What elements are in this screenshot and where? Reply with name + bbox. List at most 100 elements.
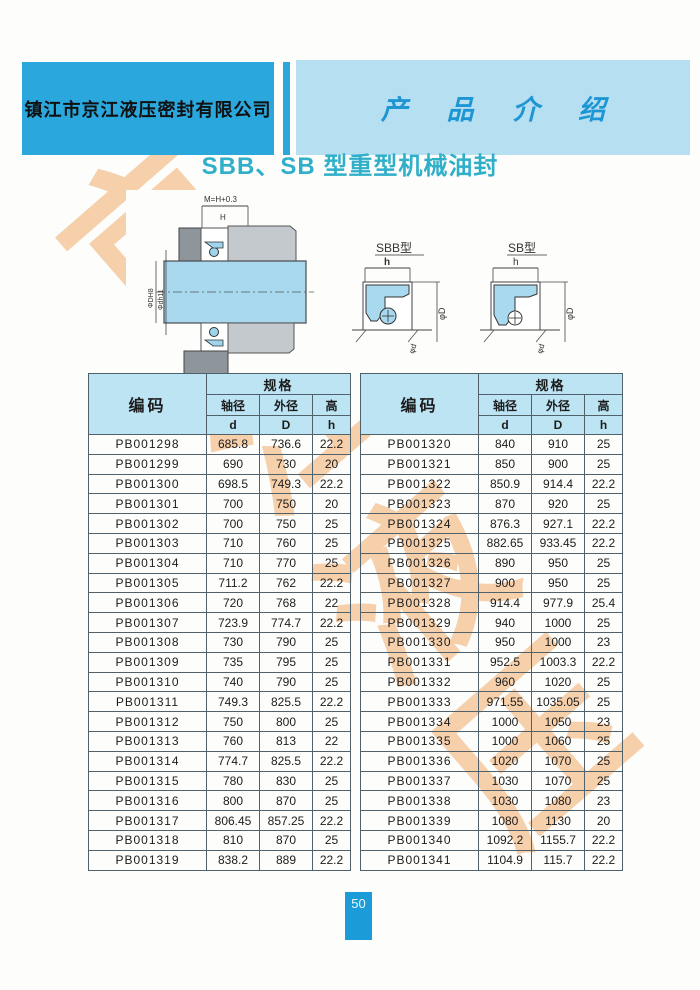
- table-row: PB001337 1030 1070 25: [360, 770, 624, 792]
- table-row: PB001319 838.2 889 22.2: [88, 849, 352, 871]
- cell-D: 950: [531, 572, 585, 594]
- table-row: PB001341 1104.9 115.7 22.2: [360, 849, 624, 871]
- sbb-label: SBB型: [376, 241, 412, 255]
- table-row: PB001332 960 1020 25: [360, 671, 624, 693]
- cell-code: PB001303: [88, 532, 207, 554]
- cell-code: PB001309: [88, 651, 207, 673]
- sb-seal-diagram: SB型 h φD φd: [480, 241, 575, 355]
- cell-code: PB001326: [360, 552, 479, 574]
- cell-D: 870: [259, 829, 313, 851]
- cell-d: 870: [478, 493, 532, 515]
- cell-d: 806.45: [206, 810, 260, 831]
- cell-D: 774.7: [259, 612, 313, 633]
- cell-h: 25: [583, 730, 624, 752]
- table-row: PB001323 870 920 25: [360, 493, 624, 515]
- table-row: PB001316 800 870 25: [88, 790, 352, 812]
- cell-h: 22.2: [311, 572, 352, 594]
- cell-d: 838.2: [206, 849, 260, 871]
- cell-D: 889: [259, 849, 313, 871]
- cell-D: 870: [259, 790, 313, 812]
- cell-d: 700: [206, 513, 260, 534]
- cell-D: 927.1: [531, 513, 585, 534]
- cell-d: 1000: [478, 711, 532, 732]
- table-row: PB001326 890 950 25: [360, 552, 624, 574]
- cell-code: PB001323: [360, 493, 479, 515]
- cell-D: 1000: [531, 631, 585, 653]
- table-row: PB001301 700 750 20: [88, 493, 352, 515]
- sb-dim-h: h: [513, 257, 519, 268]
- cell-h: 22.2: [583, 849, 624, 871]
- cell-h: 22.2: [311, 849, 352, 871]
- cell-d: 760: [206, 730, 260, 752]
- cell-code: PB001306: [88, 592, 207, 614]
- cell-D: 1035.05: [531, 691, 585, 713]
- cell-D: 1020: [531, 671, 585, 693]
- section-banner: 产 品 介 绍: [296, 60, 690, 155]
- sbb-dim-d: φd: [407, 343, 418, 355]
- cell-h: 23: [583, 631, 624, 653]
- cell-d: 850.9: [478, 473, 532, 495]
- cell-code: PB001321: [360, 453, 479, 475]
- cell-D: 736.6: [259, 434, 313, 455]
- table-row: PB001303 710 760 25: [88, 532, 352, 554]
- cell-d: 690: [206, 453, 260, 475]
- column-header-D: D: [259, 415, 313, 435]
- cell-d: 1020: [478, 750, 532, 772]
- column-header-spec: 规格: [205, 373, 352, 395]
- cell-d: 750: [206, 711, 260, 732]
- cell-d: 749.3: [206, 691, 260, 713]
- cell-D: 749.3: [259, 473, 313, 495]
- table-row: PB001335 1000 1060 25: [360, 730, 624, 752]
- cell-d: 720: [206, 592, 260, 614]
- cell-code: PB001300: [88, 473, 207, 495]
- cell-h: 25: [583, 770, 624, 792]
- cell-code: PB001310: [88, 671, 207, 693]
- cell-h: 22.2: [583, 473, 624, 495]
- cell-h: 25: [311, 770, 352, 792]
- spec-table-right: 编码 规格 轴径 外径 高 d D h PB001320 840 910 25 PB00…: [360, 373, 624, 871]
- cell-code: PB001313: [88, 730, 207, 752]
- table-row: PB001302 700 750 25: [88, 513, 352, 534]
- cell-D: 910: [531, 434, 585, 455]
- cell-d: 1000: [478, 730, 532, 752]
- cell-D: 1070: [531, 750, 585, 772]
- cell-D: 790: [259, 631, 313, 653]
- cell-d: 840: [478, 434, 532, 455]
- cell-code: PB001328: [360, 592, 479, 614]
- cell-D: 914.4: [531, 473, 585, 495]
- column-header-D: D: [531, 415, 585, 435]
- page-number: 50: [351, 896, 366, 911]
- cell-code: PB001338: [360, 790, 479, 812]
- cell-d: 711.2: [206, 572, 260, 594]
- cell-h: 22.2: [583, 532, 624, 554]
- table-row: PB001306 720 768 22: [88, 592, 352, 614]
- cell-D: 1060: [531, 730, 585, 752]
- assembly-diagram: M=H+0.3 H ΦDH8 Φdh11: [126, 190, 344, 382]
- cell-code: PB001312: [88, 711, 207, 732]
- cell-h: 25: [311, 552, 352, 574]
- cell-code: PB001317: [88, 810, 207, 831]
- page-number-badge: 50: [345, 892, 372, 940]
- column-header-outer: 外径: [531, 394, 585, 416]
- cell-code: PB001307: [88, 612, 207, 633]
- cell-code: PB001311: [88, 691, 207, 713]
- cell-d: 1080: [478, 810, 532, 831]
- cell-code: PB001301: [88, 493, 207, 515]
- column-header-code: 编码: [88, 373, 207, 435]
- cell-code: PB001339: [360, 810, 479, 831]
- cell-d: 1030: [478, 790, 532, 812]
- cell-h: 22.2: [583, 513, 624, 534]
- cell-d: 950: [478, 631, 532, 653]
- cell-h: 22.2: [311, 473, 352, 495]
- cell-D: 750: [259, 493, 313, 515]
- sbb-dim-D: φD: [437, 307, 447, 320]
- cell-code: PB001330: [360, 631, 479, 653]
- cell-h: 25: [311, 671, 352, 693]
- cell-h: 22.2: [583, 829, 624, 851]
- table-row: PB001299 690 730 20: [88, 453, 352, 475]
- cell-d: 940: [478, 612, 532, 633]
- table-row: PB001325 882.65 933.45 22.2: [360, 532, 624, 554]
- cell-code: PB001341: [360, 849, 479, 871]
- cell-d: 1104.9: [478, 849, 532, 871]
- cell-code: PB001302: [88, 513, 207, 534]
